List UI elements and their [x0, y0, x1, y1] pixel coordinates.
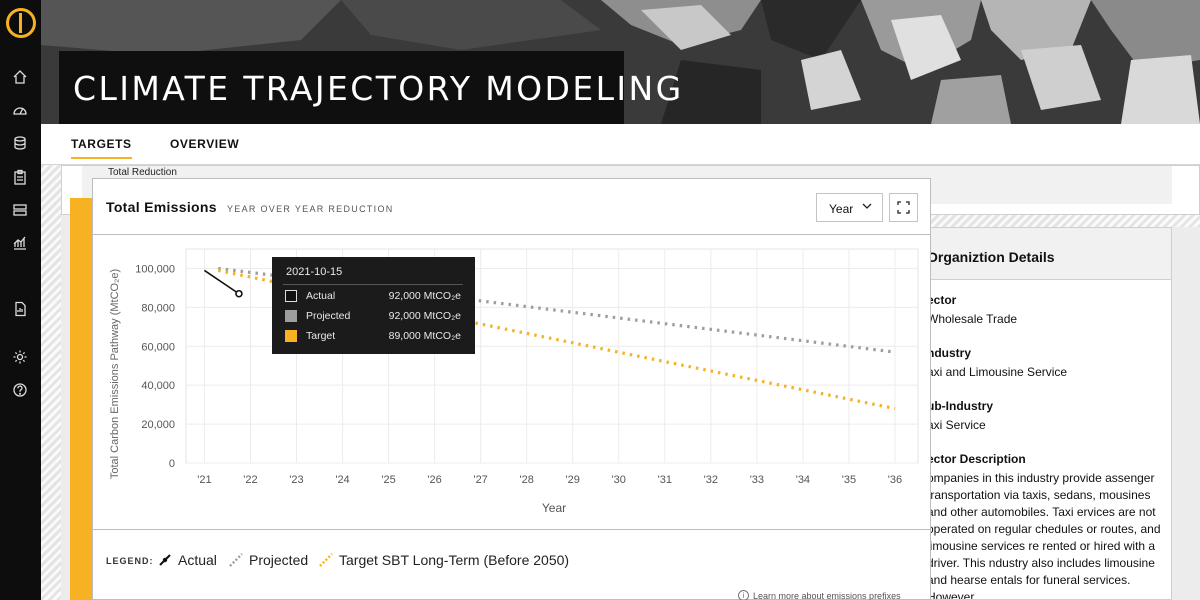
- x-tick-label: '32: [704, 474, 718, 486]
- background-stripes: [41, 165, 61, 600]
- legend-target-label: Target SBT Long-Term (Before 2050): [339, 552, 570, 568]
- logo-icon[interactable]: [6, 8, 36, 38]
- tooltip-divider: [283, 284, 463, 285]
- x-tick-label: '36: [888, 474, 902, 486]
- page-title: CLIMATE TRAJECTORY MODELING: [73, 69, 684, 108]
- x-tick-label: '30: [612, 474, 626, 486]
- tooltip-value-actual: 92,000 MtCO₂e: [388, 290, 461, 302]
- card-header: Total Emissions YEAR OVER YEAR REDUCTION…: [93, 179, 930, 235]
- x-tick-label: '29: [566, 474, 580, 486]
- period-select-value: Year: [829, 202, 854, 216]
- legend: LEGEND: Actual Projected Target SBT Long…: [93, 529, 930, 600]
- legend-title: LEGEND:: [106, 556, 154, 566]
- legend-item-target[interactable]: Target SBT Long-Term (Before 2050): [319, 552, 569, 568]
- actual-highlight-point: [235, 289, 243, 298]
- database-icon[interactable]: [11, 134, 29, 152]
- industry-label: ndustry: [927, 346, 972, 360]
- tooltip-swatch-actual: [285, 290, 297, 302]
- tooltip-value-projected: 92,000 MtCO₂e: [388, 310, 461, 322]
- home-icon[interactable]: [11, 68, 29, 86]
- y-tick-label: 40,000: [141, 380, 175, 392]
- accent-bar: [70, 198, 92, 600]
- card-subtitle: YEAR OVER YEAR REDUCTION: [227, 204, 394, 214]
- report-icon[interactable]: [11, 300, 29, 318]
- x-tick-label: '31: [658, 474, 672, 486]
- x-tick-label: '28: [520, 474, 534, 486]
- hero-title-box: CLIMATE TRAJECTORY MODELING: [59, 51, 681, 124]
- tooltip-swatch-target: [285, 330, 297, 342]
- total-emissions-card: Total Emissions YEAR OVER YEAR REDUCTION…: [92, 178, 931, 600]
- legend-target-swatch: [319, 553, 333, 567]
- period-select[interactable]: Year: [816, 193, 883, 222]
- x-tick-label: '35: [842, 474, 856, 486]
- background-stripes-right: [930, 213, 1200, 227]
- subindustry-value: axi Service: [927, 418, 986, 432]
- learn-more-text: Learn more about emissions prefixes: [753, 590, 901, 600]
- tooltip-swatch-projected: [285, 310, 297, 322]
- org-details-heading: Organiztion Details: [919, 228, 1171, 280]
- x-axis-label: Year: [542, 501, 566, 515]
- x-tick-label: '22: [243, 474, 257, 486]
- hero-banner: CLIMATE TRAJECTORY MODELING: [41, 0, 1200, 124]
- legend-item-actual[interactable]: Actual: [158, 552, 217, 568]
- x-tick-label: '25: [381, 474, 395, 486]
- expand-button[interactable]: [889, 193, 918, 222]
- organization-details-panel: Organiztion Details ector Wholesale Trad…: [918, 227, 1172, 600]
- series-line-actual: [203, 269, 240, 295]
- legend-actual-swatch: [159, 554, 171, 566]
- y-tick-label: 0: [169, 458, 175, 470]
- x-tick-label: '23: [289, 474, 303, 486]
- subindustry-label: ub-Industry: [927, 399, 993, 413]
- info-icon: i: [738, 590, 749, 600]
- y-tick-label: 100,000: [135, 263, 175, 275]
- x-tick-label: '21: [197, 474, 211, 486]
- series-line-target: [217, 268, 896, 411]
- industry-value: axi and Limousine Service: [927, 365, 1068, 379]
- sector-value: Wholesale Trade: [927, 312, 1018, 326]
- sector-label: ector: [927, 293, 957, 307]
- server-icon[interactable]: [11, 201, 29, 219]
- legend-actual-label: Actual: [178, 552, 217, 568]
- tooltip-row-target: Target 89,000 MtCO₂e: [285, 329, 465, 343]
- learn-more-link[interactable]: i Learn more about emissions prefixes: [738, 590, 901, 600]
- legend-projected-label: Projected: [249, 552, 309, 568]
- analytics-icon[interactable]: [11, 234, 29, 252]
- tooltip-value-target: 89,000 MtCO₂e: [388, 330, 461, 342]
- tooltip-date: 2021-10-15: [286, 266, 343, 278]
- tooltip-label-projected: Projected: [306, 310, 351, 322]
- tooltip-label-target: Target: [306, 330, 336, 342]
- chevron-down-icon: [862, 203, 872, 209]
- chart-tooltip: 2021-10-15 Actual 92,000 MtCO₂e Projecte…: [272, 257, 475, 354]
- tooltip-row-projected: Projected 92,000 MtCO₂e: [285, 309, 465, 323]
- tab-overview[interactable]: OVERVIEW: [170, 137, 240, 151]
- legend-projected-swatch: [229, 553, 243, 567]
- emissions-chart: 0 20,000 40,000 60,000 80,000 100,000 '21 '22 '…: [109, 248, 919, 515]
- tab-targets[interactable]: TARGETS: [71, 137, 132, 159]
- sidebar: [0, 0, 41, 600]
- x-tick-label: '33: [750, 474, 764, 486]
- y-tick-label: 20,000: [141, 419, 175, 431]
- x-tick-label: '24: [335, 474, 349, 486]
- x-tick-label: '26: [427, 474, 441, 486]
- help-icon[interactable]: [11, 381, 29, 399]
- legend-item-projected[interactable]: Projected: [229, 552, 308, 568]
- x-tick-label: '27: [473, 474, 487, 486]
- expand-icon: [897, 201, 910, 214]
- y-axis-label: Total Carbon Emissions Pathway (MtCO₂e): [109, 269, 121, 479]
- dashboard-gauge-icon[interactable]: [11, 101, 29, 119]
- sector-description-value: ompanies in this industry provide asseng…: [927, 471, 1161, 600]
- total-reduction-label: Total Reduction: [108, 167, 177, 178]
- card-title: Total Emissions: [106, 199, 217, 215]
- clipboard-icon[interactable]: [11, 168, 29, 186]
- x-tick-label: '34: [796, 474, 810, 486]
- y-tick-label: 60,000: [141, 341, 175, 353]
- y-tick-label: 80,000: [141, 302, 175, 314]
- tab-bar: TARGETS OVERVIEW: [41, 124, 1200, 165]
- sector-description-label: ector Description: [927, 452, 1026, 466]
- tooltip-label-actual: Actual: [306, 290, 336, 302]
- gear-icon[interactable]: [11, 348, 29, 366]
- tooltip-row-actual: Actual 92,000 MtCO₂e: [285, 289, 465, 303]
